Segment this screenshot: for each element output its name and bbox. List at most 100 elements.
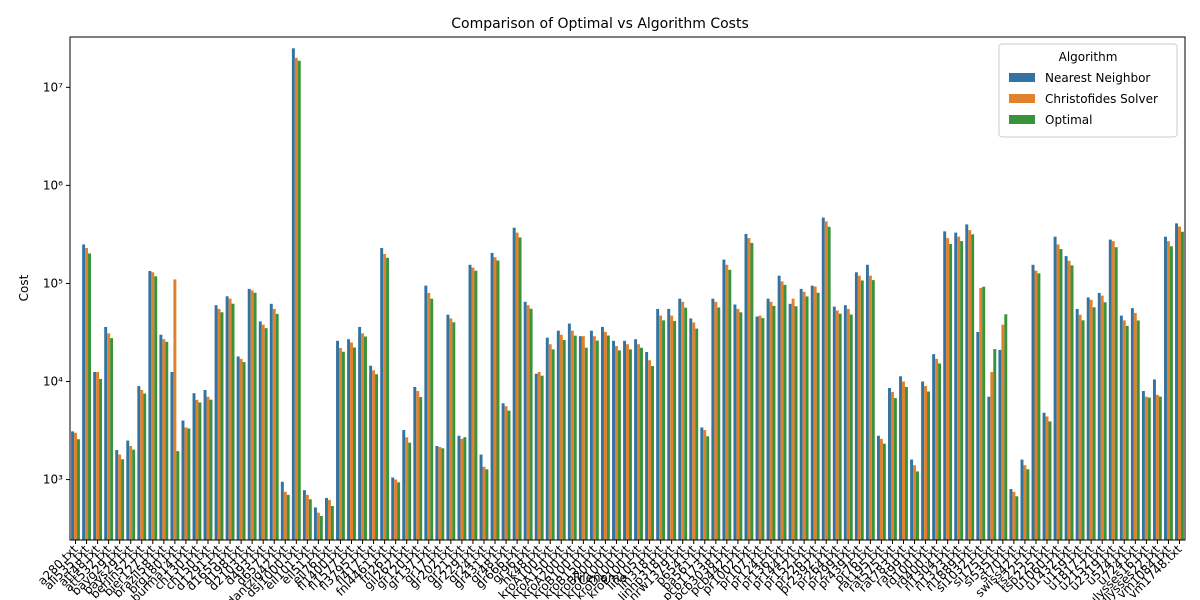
bar <box>96 372 100 540</box>
legend-swatch <box>1009 73 1035 82</box>
bar <box>181 420 185 540</box>
bar <box>827 226 831 540</box>
bar <box>1108 239 1112 540</box>
bar <box>380 247 384 541</box>
bar <box>88 253 91 541</box>
bar <box>681 301 685 540</box>
bar <box>140 389 144 540</box>
bar <box>427 292 431 540</box>
bar <box>280 481 284 540</box>
bar <box>402 430 406 540</box>
bar <box>614 346 618 540</box>
bar <box>816 292 820 540</box>
bar <box>93 372 97 540</box>
bar <box>584 347 588 540</box>
bar <box>987 396 991 540</box>
bar <box>744 233 748 540</box>
bar <box>1097 292 1101 540</box>
bar <box>835 310 839 540</box>
bar <box>637 344 641 540</box>
bar <box>916 471 919 540</box>
bar <box>595 340 599 540</box>
bar <box>1122 320 1126 540</box>
bar <box>408 442 412 540</box>
bar <box>1147 397 1151 540</box>
bar <box>369 365 373 540</box>
bar <box>777 275 781 540</box>
bar <box>413 386 417 540</box>
bar <box>628 349 632 540</box>
bar <box>606 335 610 540</box>
bar <box>352 347 356 540</box>
bar <box>821 217 825 541</box>
bar <box>291 48 295 541</box>
bar <box>957 236 961 541</box>
bar <box>1020 459 1024 540</box>
bar <box>868 275 872 540</box>
bar <box>1026 469 1030 540</box>
bar <box>1114 247 1118 540</box>
bar <box>921 381 925 540</box>
bar <box>998 349 1002 540</box>
bar <box>788 303 792 540</box>
bar <box>755 316 759 540</box>
bar <box>573 335 577 540</box>
legend-swatch <box>1009 115 1035 124</box>
bar <box>515 232 519 540</box>
bar <box>946 238 950 540</box>
bar <box>504 406 508 540</box>
bar <box>640 347 643 540</box>
bar <box>1075 308 1079 540</box>
bar <box>523 301 527 540</box>
bar <box>228 298 232 540</box>
bar <box>1164 236 1167 541</box>
bar <box>1155 394 1159 540</box>
bar <box>832 306 836 540</box>
bar <box>612 340 615 540</box>
bar <box>1034 270 1038 540</box>
bar <box>214 305 218 540</box>
bar <box>159 334 163 540</box>
bar <box>670 315 674 540</box>
y-tick-label: 10⁵ <box>43 276 63 290</box>
bar <box>272 308 276 540</box>
bar <box>347 339 351 540</box>
bar <box>534 373 538 540</box>
legend-swatch <box>1009 94 1035 103</box>
bar <box>662 320 666 540</box>
bar <box>617 350 621 540</box>
bar <box>1111 241 1115 540</box>
bar <box>1004 314 1008 540</box>
bar <box>1067 260 1071 540</box>
bar <box>689 318 693 540</box>
bar <box>338 347 342 540</box>
bar <box>651 366 654 540</box>
legend-box <box>998 43 1178 138</box>
bar <box>805 296 809 540</box>
bar <box>457 435 461 540</box>
bar <box>700 427 704 540</box>
bar <box>1042 412 1046 540</box>
bar <box>722 259 726 540</box>
bar <box>578 336 582 540</box>
bar <box>711 298 715 540</box>
bar <box>184 427 188 540</box>
bar <box>132 449 136 540</box>
bar <box>890 392 894 540</box>
bar <box>383 253 387 541</box>
bar <box>902 381 905 540</box>
bar <box>656 308 660 540</box>
bar <box>313 507 317 540</box>
bar <box>239 358 243 540</box>
bar <box>717 307 721 540</box>
bar <box>960 241 964 540</box>
bar <box>518 237 522 540</box>
bar <box>507 410 511 540</box>
bar <box>253 292 257 540</box>
bar <box>129 445 133 540</box>
bar <box>927 391 930 540</box>
bar <box>319 515 323 540</box>
bar <box>250 290 254 540</box>
bar <box>1070 265 1074 540</box>
bar <box>327 499 331 540</box>
